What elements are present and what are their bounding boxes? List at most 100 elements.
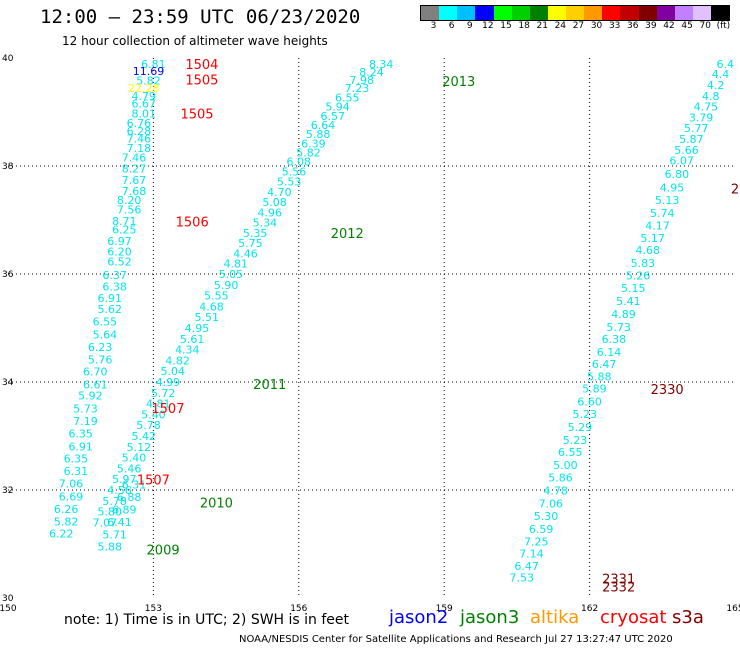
- colorbar-tick-label: 45: [681, 21, 693, 31]
- wave-height-value: 6.07: [669, 155, 694, 168]
- colorbar-swatch: [602, 6, 621, 20]
- pass-number-label: 2330: [651, 383, 684, 398]
- colorbar-swatch: [620, 6, 639, 20]
- colorbar-tick-label: 21: [536, 21, 548, 31]
- colorbar-tick-label: 3: [430, 21, 437, 31]
- wave-height-value: 7.19: [73, 415, 98, 428]
- wave-height-value: 5.26: [626, 270, 651, 283]
- wave-height-value: 5.71: [102, 528, 127, 541]
- wave-height-value: 5.40: [141, 408, 166, 421]
- wave-height-value: 5.90: [214, 279, 239, 292]
- wave-height-value: 6.91: [98, 292, 123, 305]
- wave-height-value: 6.35: [64, 453, 89, 466]
- wave-height-value: 7.67: [122, 174, 147, 187]
- wave-height-value: 4.70: [267, 186, 292, 199]
- wave-height-value: 6.25: [112, 224, 137, 237]
- wave-height-value: 5.73: [73, 402, 98, 415]
- wave-height-value: 5.55: [204, 290, 229, 303]
- wave-height-value: 6.28: [127, 125, 152, 138]
- wave-height-value: 6.69: [59, 490, 84, 503]
- wave-height-value: 7.06: [539, 498, 564, 511]
- wave-height-value: 8.71: [112, 215, 137, 228]
- wave-height-value: 6.39: [301, 137, 326, 150]
- wave-height-value: 7.56: [117, 204, 142, 217]
- longitude-label: 159: [436, 604, 453, 614]
- pass-number-label: 1506: [176, 216, 209, 231]
- wave-height-value: 5.35: [243, 227, 268, 240]
- wave-height-value: 8.24: [359, 66, 384, 79]
- wave-height-value: 6.88: [117, 491, 142, 504]
- wave-height-value: 6.52: [107, 256, 132, 269]
- units-note: note: 1) Time is in UTC; 2) SWH is in fe…: [64, 612, 350, 628]
- colorbar-tick-label: 33: [608, 21, 621, 31]
- wave-height-value: 5.40: [122, 452, 147, 465]
- legend-s3a: s3a: [672, 607, 704, 628]
- legend-cryosat: cryosat: [600, 607, 667, 628]
- wave-height-value: 4.68: [199, 300, 224, 313]
- colorbar-swatch: [638, 6, 657, 20]
- colorbar-swatch: [547, 6, 566, 20]
- wave-height-value: 5.51: [194, 311, 219, 324]
- wave-height-value: 4.95: [660, 182, 685, 195]
- wave-height-value: 6.64: [311, 119, 336, 132]
- wave-height-value: 5.30: [534, 510, 559, 523]
- wave-height-value: 6.31: [122, 479, 147, 492]
- colorbar-tick-label: 18: [518, 21, 530, 31]
- pass-number-label: 2332: [602, 581, 635, 596]
- wave-height-value: 5.61: [180, 333, 205, 346]
- wave-height-value: 6.55: [93, 316, 118, 329]
- wave-height-value: 6.41: [107, 516, 132, 529]
- wave-height-value: 4.2: [707, 79, 725, 92]
- legend-jason3: jason3: [460, 607, 520, 628]
- colorbar-tick-label: 27: [572, 21, 585, 31]
- wave-height-value: 5.72: [151, 387, 176, 400]
- wave-height-value: 5.73: [606, 321, 631, 334]
- wave-height-value: 5.88: [98, 541, 123, 554]
- pass-number-label: 1504: [185, 58, 218, 73]
- wave-height-value: 5.64: [93, 328, 118, 341]
- latitude-label: 30: [2, 594, 14, 604]
- latitude-label: 36: [2, 270, 14, 280]
- colorbar-swatch: [457, 6, 476, 20]
- pass-number-label: 2331: [602, 573, 635, 588]
- pass-number-label: 1507: [151, 402, 184, 417]
- wave-height-value: 6.97: [107, 235, 132, 248]
- wave-height-value: 4.78: [543, 485, 568, 498]
- wave-height-value: 5.46: [117, 462, 142, 475]
- wave-height-value: 6.38: [102, 280, 127, 293]
- colorbar-swatch: [584, 6, 603, 20]
- wave-height-value: 5.05: [219, 268, 244, 281]
- wave-height-value: 5.62: [98, 303, 123, 316]
- wave-height-value: 5.87: [679, 133, 704, 146]
- wave-height-value: 4.56: [107, 484, 132, 497]
- wave-height-value: 6.89: [112, 503, 137, 516]
- wave-height-value: 7.46: [127, 132, 152, 145]
- wave-height-value: 6.23: [88, 341, 113, 354]
- satellite-tracks: 6.8111.695.8222.284.796.678.016.766.287.…: [49, 58, 734, 585]
- wave-height-value: 4.34: [175, 344, 200, 357]
- wave-height-value: 4.75: [694, 101, 719, 114]
- wave-height-value: 5.23: [573, 408, 598, 421]
- wave-height-value: 6.70: [83, 366, 108, 379]
- map-subtitle: 12 hour collection of altimeter wave hei…: [62, 34, 328, 48]
- wave-height-value: 5.86: [548, 472, 573, 485]
- pass-number-label: 1505: [185, 74, 218, 89]
- wave-height-value: 5.15: [621, 282, 646, 295]
- longitude-label: 153: [145, 604, 162, 614]
- wave-height-value: 5.12: [127, 441, 152, 454]
- colorbar-tick-label: 9: [466, 21, 473, 31]
- wave-height-value: 5.78: [102, 495, 127, 508]
- wave-height-value: 7.98: [350, 74, 375, 87]
- wave-height-value: 5.75: [238, 237, 263, 250]
- pass-number-label: 2010: [200, 496, 233, 511]
- longitude-label: 165: [726, 604, 740, 614]
- pass-number-label: 1507: [137, 474, 170, 489]
- wave-height-value: 6.20: [107, 245, 132, 258]
- wave-height-value: 5.29: [568, 421, 593, 434]
- wave-height-value: 5.42: [131, 430, 156, 443]
- track-jason2-west-b: 6.316.886.896.415.715.88: [98, 479, 147, 554]
- wave-height-value: 7.18: [127, 142, 152, 155]
- wave-height-value: 5.77: [684, 122, 709, 135]
